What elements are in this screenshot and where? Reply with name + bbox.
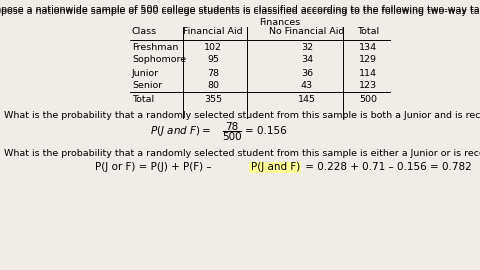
Text: 43: 43 xyxy=(301,82,313,90)
Text: Senior: Senior xyxy=(132,82,162,90)
Text: = 0.156: = 0.156 xyxy=(245,126,287,136)
Text: What is the probability that a randomly selected student from this sample is bot: What is the probability that a randomly … xyxy=(4,111,480,120)
Text: 36: 36 xyxy=(301,69,313,77)
Text: 95: 95 xyxy=(207,56,219,65)
Text: 134: 134 xyxy=(359,42,377,52)
Text: 78: 78 xyxy=(207,69,219,77)
Text: Sophomore: Sophomore xyxy=(132,56,186,65)
Text: 34: 34 xyxy=(301,56,313,65)
Text: Suppose a nationwide sample of 500 college students is classified according to t: Suppose a nationwide sample of 500 colle… xyxy=(0,7,480,16)
Text: Total: Total xyxy=(357,28,379,36)
Text: Freshman: Freshman xyxy=(132,42,179,52)
Text: 123: 123 xyxy=(359,82,377,90)
Text: P(J or F) = P(J) + P(F) –: P(J or F) = P(J) + P(F) – xyxy=(95,162,215,172)
Text: 129: 129 xyxy=(359,56,377,65)
Text: 102: 102 xyxy=(204,42,222,52)
Text: Suppose a nationwide sample of 500 college students is classified according to t: Suppose a nationwide sample of 500 colle… xyxy=(0,5,480,14)
Text: 500: 500 xyxy=(359,94,377,103)
Text: Financial Aid: Financial Aid xyxy=(183,28,243,36)
Text: Junior: Junior xyxy=(132,69,159,77)
Text: 78: 78 xyxy=(226,122,239,131)
Text: 500: 500 xyxy=(222,131,242,141)
Text: 32: 32 xyxy=(301,42,313,52)
Text: P(J and F): P(J and F) xyxy=(252,162,300,172)
Text: 80: 80 xyxy=(207,82,219,90)
Text: Class: Class xyxy=(132,28,157,36)
Text: 114: 114 xyxy=(359,69,377,77)
Text: No Financial Aid: No Financial Aid xyxy=(269,28,345,36)
Text: Total: Total xyxy=(132,94,154,103)
FancyBboxPatch shape xyxy=(249,161,301,173)
Text: Finances: Finances xyxy=(259,18,300,27)
Text: 355: 355 xyxy=(204,94,222,103)
Text: 145: 145 xyxy=(298,94,316,103)
Text: What is the probability that a randomly selected student from this sample is eit: What is the probability that a randomly … xyxy=(4,149,480,158)
Text: $P(J\ \mathit{and}\ F) =$: $P(J\ \mathit{and}\ F) =$ xyxy=(150,124,211,138)
Text: = 0.228 + 0.71 – 0.156 = 0.782: = 0.228 + 0.71 – 0.156 = 0.782 xyxy=(302,162,472,172)
